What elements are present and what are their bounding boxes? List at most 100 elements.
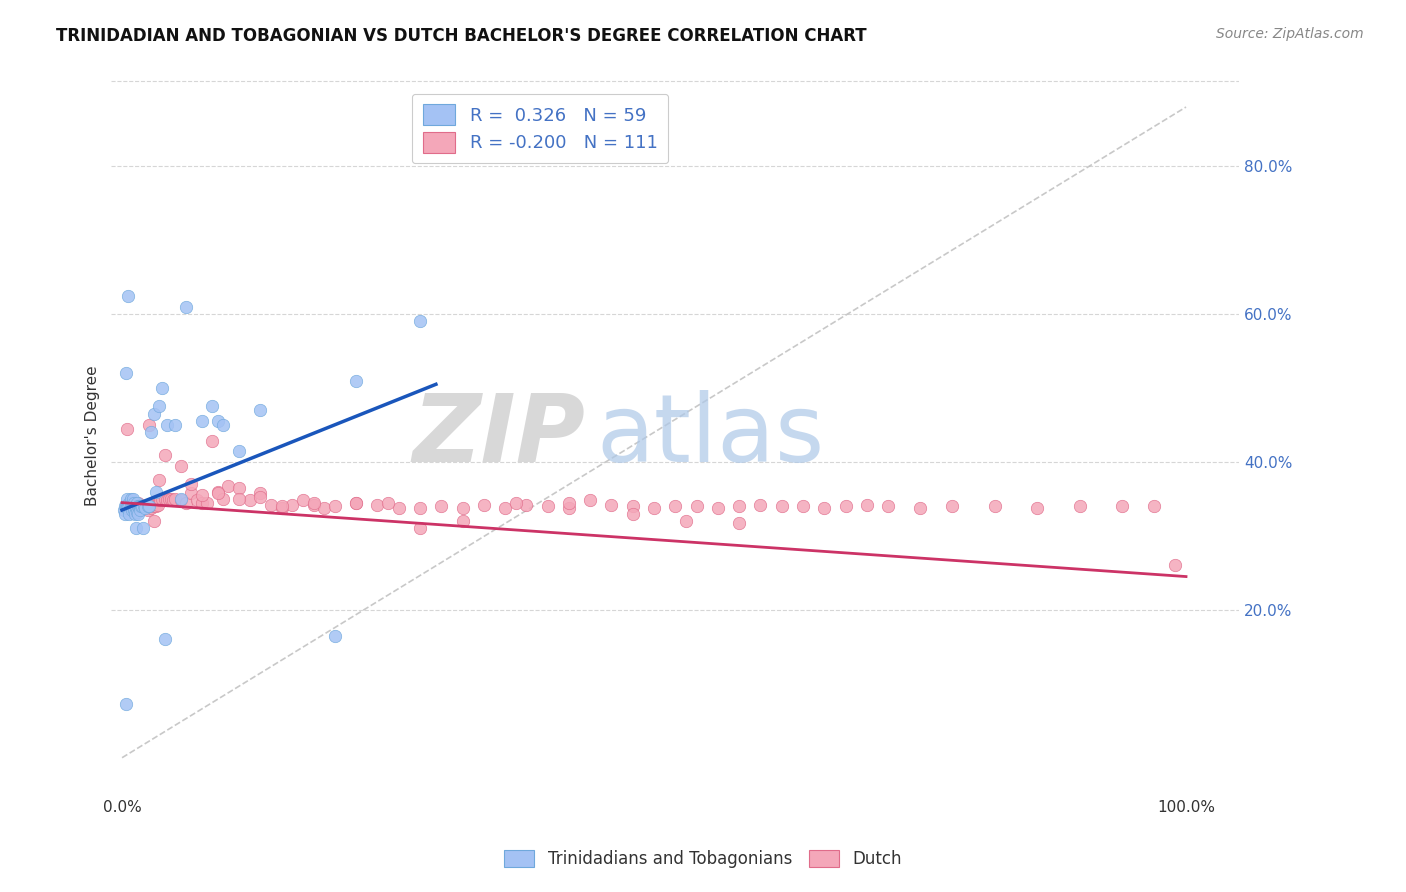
Point	[174, 495, 197, 509]
Point	[148, 498, 170, 512]
Point	[141, 498, 163, 512]
Legend: R =  0.326   N = 59, R = -0.200   N = 111: R = 0.326 N = 59, R = -0.200 N = 111	[412, 94, 668, 163]
Point	[134, 500, 156, 515]
Point	[121, 503, 143, 517]
Point	[128, 500, 150, 514]
Point	[877, 500, 900, 514]
Point	[983, 500, 1005, 514]
Point	[129, 500, 152, 514]
Point	[156, 493, 179, 508]
Point	[125, 500, 148, 514]
Point	[115, 500, 138, 514]
Point	[153, 448, 176, 462]
Point	[128, 500, 150, 514]
Point	[472, 498, 495, 512]
Point	[643, 500, 665, 515]
Point	[132, 521, 155, 535]
Point	[537, 500, 560, 514]
Point	[558, 495, 581, 509]
Point	[344, 495, 367, 509]
Point	[117, 500, 139, 515]
Point	[186, 493, 208, 508]
Point	[409, 500, 432, 515]
Point	[1069, 500, 1091, 514]
Point	[728, 516, 751, 530]
Point	[117, 288, 139, 302]
Point	[134, 500, 156, 515]
Point	[675, 514, 697, 528]
Point	[207, 414, 229, 428]
Point	[138, 417, 160, 432]
Point	[134, 500, 156, 514]
Point	[212, 417, 235, 432]
Point	[114, 500, 136, 514]
Point	[344, 374, 367, 388]
Point	[169, 491, 191, 506]
Point	[136, 503, 159, 517]
Point	[148, 474, 170, 488]
Point	[125, 521, 148, 535]
Point	[201, 400, 224, 414]
Point	[139, 500, 162, 515]
Point	[132, 500, 155, 514]
Point	[302, 495, 325, 509]
Point	[149, 493, 172, 508]
Point	[145, 484, 167, 499]
Point	[127, 495, 149, 509]
Point	[707, 500, 730, 515]
Point	[121, 503, 143, 517]
Point	[118, 500, 141, 515]
Point	[112, 503, 135, 517]
Point	[165, 417, 187, 432]
Text: Source: ZipAtlas.com: Source: ZipAtlas.com	[1216, 27, 1364, 41]
Point	[143, 500, 166, 514]
Point	[156, 417, 179, 432]
Point	[157, 491, 180, 506]
Point	[409, 521, 432, 535]
Point	[191, 495, 214, 509]
Point	[270, 500, 292, 515]
Point	[388, 500, 411, 515]
Point	[139, 425, 162, 440]
Point	[135, 498, 157, 512]
Point	[129, 503, 152, 517]
Point	[121, 500, 143, 514]
Point	[143, 407, 166, 421]
Point	[125, 500, 148, 514]
Point	[117, 491, 139, 506]
Point	[120, 500, 142, 514]
Point	[685, 500, 707, 514]
Point	[131, 500, 153, 514]
Point	[377, 495, 399, 509]
Point	[138, 500, 160, 514]
Point	[228, 491, 250, 506]
Point	[558, 500, 581, 515]
Point	[129, 503, 152, 517]
Point	[314, 500, 336, 515]
Point	[121, 500, 143, 514]
Point	[153, 491, 176, 506]
Point	[152, 491, 174, 506]
Point	[129, 500, 152, 514]
Point	[249, 403, 271, 417]
Point	[134, 500, 156, 514]
Point	[1164, 558, 1187, 573]
Point	[120, 500, 142, 514]
Point	[124, 507, 146, 521]
Point	[117, 500, 139, 514]
Point	[834, 500, 856, 514]
Point	[136, 500, 159, 514]
Point	[409, 314, 432, 328]
Point	[228, 443, 250, 458]
Point	[169, 493, 191, 508]
Point	[117, 422, 139, 436]
Point	[122, 495, 145, 509]
Point	[160, 491, 183, 506]
Legend: Trinidadians and Tobagonians, Dutch: Trinidadians and Tobagonians, Dutch	[498, 843, 908, 875]
Point	[505, 495, 527, 509]
Point	[941, 500, 963, 514]
Point	[212, 491, 235, 506]
Point	[124, 500, 146, 514]
Point	[451, 514, 474, 528]
Point	[125, 505, 148, 519]
